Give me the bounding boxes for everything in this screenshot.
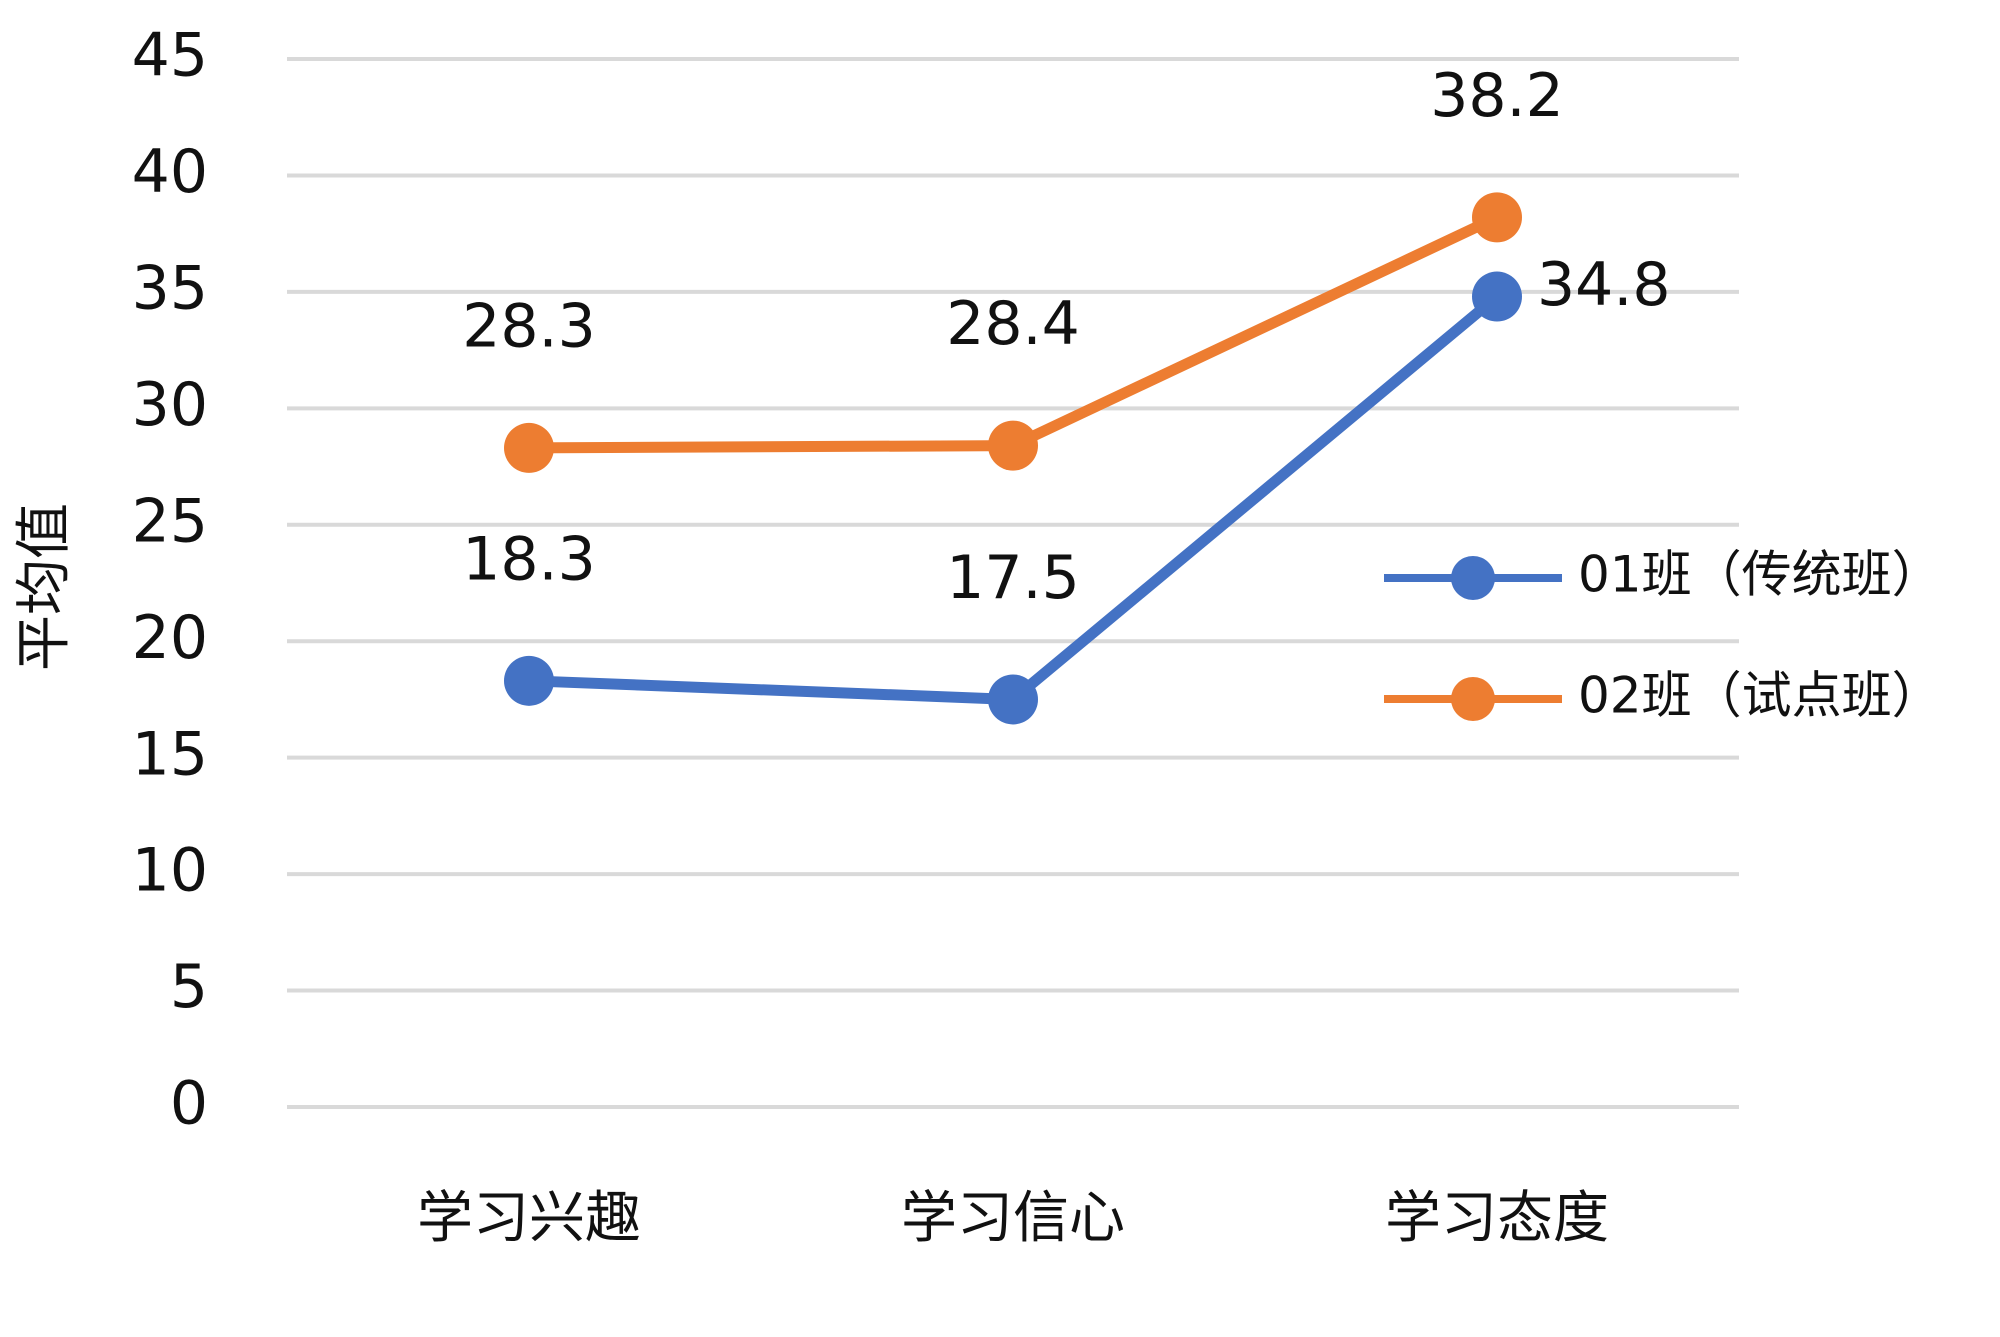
legend-label: 01班（传统班） bbox=[1578, 546, 1942, 604]
data-label: 18.3 bbox=[462, 524, 596, 594]
data-label: 38.2 bbox=[1430, 61, 1564, 131]
data-label: 34.8 bbox=[1537, 250, 1671, 320]
data-label: 28.3 bbox=[462, 292, 596, 362]
y-tick-label: 45 bbox=[132, 21, 208, 91]
x-tick-label: 学习信心 bbox=[901, 1186, 1125, 1251]
y-axis-label: 平均值 bbox=[12, 503, 77, 671]
marker bbox=[988, 420, 1038, 471]
y-tick-label: 30 bbox=[132, 370, 208, 440]
x-tick-label: 学习兴趣 bbox=[417, 1186, 641, 1251]
marker bbox=[1472, 192, 1522, 243]
y-tick-label: 10 bbox=[132, 836, 208, 906]
legend-label: 02班（试点班） bbox=[1578, 667, 1942, 725]
y-tick-label: 5 bbox=[170, 952, 208, 1022]
legend-marker bbox=[1451, 677, 1495, 721]
marker bbox=[504, 655, 554, 706]
y-tick-label: 35 bbox=[132, 253, 208, 323]
legend-marker bbox=[1451, 556, 1495, 600]
data-label: 28.4 bbox=[946, 289, 1080, 359]
marker bbox=[504, 422, 554, 473]
marker bbox=[1472, 271, 1522, 322]
y-tick-label: 25 bbox=[132, 486, 208, 556]
y-tick-label: 20 bbox=[132, 603, 208, 673]
y-tick-label: 40 bbox=[132, 137, 208, 207]
y-tick-label: 0 bbox=[170, 1069, 208, 1139]
y-tick-label: 15 bbox=[132, 719, 208, 789]
marker bbox=[988, 674, 1038, 725]
data-label: 17.5 bbox=[946, 543, 1080, 613]
x-tick-label: 学习态度 bbox=[1385, 1186, 1609, 1251]
